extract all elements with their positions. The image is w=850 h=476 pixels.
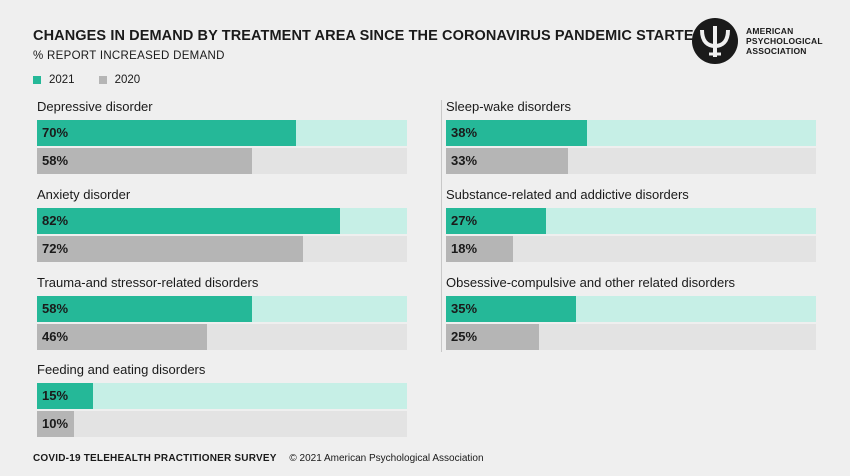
apa-logo-text: AMERICAN PSYCHOLOGICAL ASSOCIATION — [746, 26, 823, 56]
footer: COVID-19 TELEHEALTH PRACTITIONER SURVEY … — [33, 453, 484, 464]
bar-track-2021: 70% — [37, 120, 407, 146]
bar-2021 — [37, 383, 93, 409]
bar-track-2021: 82% — [37, 208, 407, 234]
bar-2021 — [37, 208, 341, 234]
category-label: Obsessive-compulsive and other related d… — [446, 275, 736, 290]
legend-label-2021: 2021 — [49, 74, 75, 86]
footer-copyright: © 2021 American Psychological Associatio… — [289, 453, 484, 464]
bar-2020 — [446, 236, 513, 262]
legend-swatch-2021 — [33, 76, 41, 84]
category-1: Anxiety disorder 82% 72% — [37, 186, 407, 262]
category-3: Feeding and eating disorders 15% 10% — [37, 361, 407, 437]
bar-2021 — [37, 296, 252, 322]
logo-line-1: AMERICAN — [746, 26, 794, 36]
data-label-2021: 15% — [42, 388, 69, 403]
logo-line-3: ASSOCIATION — [746, 46, 807, 56]
logo-line-2: PSYCHOLOGICAL — [746, 36, 823, 46]
category-label: Trauma-and stressor-related disorders — [37, 275, 259, 290]
bar-2020 — [37, 411, 74, 437]
apa-logo: AMERICAN PSYCHOLOGICAL ASSOCIATION — [692, 18, 823, 64]
bar-track-2021: 15% — [37, 383, 407, 409]
bar-2021 — [446, 296, 576, 322]
bar-track-2020: 25% — [446, 324, 816, 350]
category-label: Sleep-wake disorders — [446, 99, 572, 114]
category-label: Substance-related and addictive disorder… — [446, 187, 689, 202]
data-label-2021: 70% — [42, 125, 69, 140]
data-label-2020: 58% — [42, 153, 69, 168]
bar-track-2020: 10% — [37, 411, 407, 437]
bar-track-2021: 38% — [446, 120, 816, 146]
category-label: Feeding and eating disorders — [37, 362, 206, 377]
legend-item-2020: 2020 — [98, 74, 141, 86]
bar-track-2021: 35% — [446, 296, 816, 322]
bar-track-2020: 72% — [37, 236, 407, 262]
category-6: Obsessive-compulsive and other related d… — [446, 274, 816, 350]
bar-2020 — [37, 324, 208, 350]
bar-2020 — [37, 236, 304, 262]
bar-2020 — [446, 324, 539, 350]
data-label-2020: 72% — [42, 241, 69, 256]
footer-survey: COVID-19 TELEHEALTH PRACTITIONER SURVEY — [33, 453, 277, 464]
data-label-2021: 27% — [451, 213, 478, 228]
bar-2020 — [446, 148, 569, 174]
legend-swatch-2020 — [98, 76, 107, 84]
legend: 2021 2020 — [33, 74, 164, 86]
data-label-2020: 10% — [42, 416, 69, 431]
category-2: Trauma-and stressor-related disorders 58%… — [37, 274, 407, 350]
bar-track-2020: 18% — [446, 236, 816, 262]
data-label-2020: 25% — [451, 329, 478, 344]
bar-track-2020: 58% — [37, 148, 407, 174]
category-0: Depressive disorder 70% 58% — [37, 98, 407, 174]
data-label-2020: 46% — [42, 329, 69, 344]
column-divider — [441, 100, 442, 352]
bar-track-2021: 27% — [446, 208, 816, 234]
bar-2021 — [446, 120, 587, 146]
bar-track-2020: 46% — [37, 324, 407, 350]
bar-track-2021: 58% — [37, 296, 407, 322]
bar-2021 — [37, 120, 296, 146]
legend-label-2020: 2020 — [114, 74, 141, 86]
category-5: Substance-related and addictive disorder… — [446, 186, 816, 262]
category-4: Sleep-wake disorders 38% 33% — [446, 98, 816, 174]
legend-item-2021: 2021 — [33, 74, 75, 86]
category-label: Depressive disorder — [37, 99, 153, 114]
bar-2020 — [37, 148, 252, 174]
data-label-2021: 38% — [451, 125, 478, 140]
data-label-2021: 82% — [42, 213, 69, 228]
data-label-2021: 58% — [42, 301, 69, 316]
bar-2021 — [446, 208, 546, 234]
data-label-2020: 33% — [451, 153, 478, 168]
category-label: Anxiety disorder — [37, 187, 131, 202]
data-label-2020: 18% — [451, 241, 478, 256]
chart-subtitle: % REPORT INCREASED DEMAND — [33, 50, 225, 62]
bar-track-2020: 33% — [446, 148, 816, 174]
chart-title: CHANGES IN DEMAND BY TREATMENT AREA SINC… — [33, 28, 705, 44]
data-label-2021: 35% — [451, 301, 478, 316]
apa-psi-logo-icon — [692, 18, 738, 64]
